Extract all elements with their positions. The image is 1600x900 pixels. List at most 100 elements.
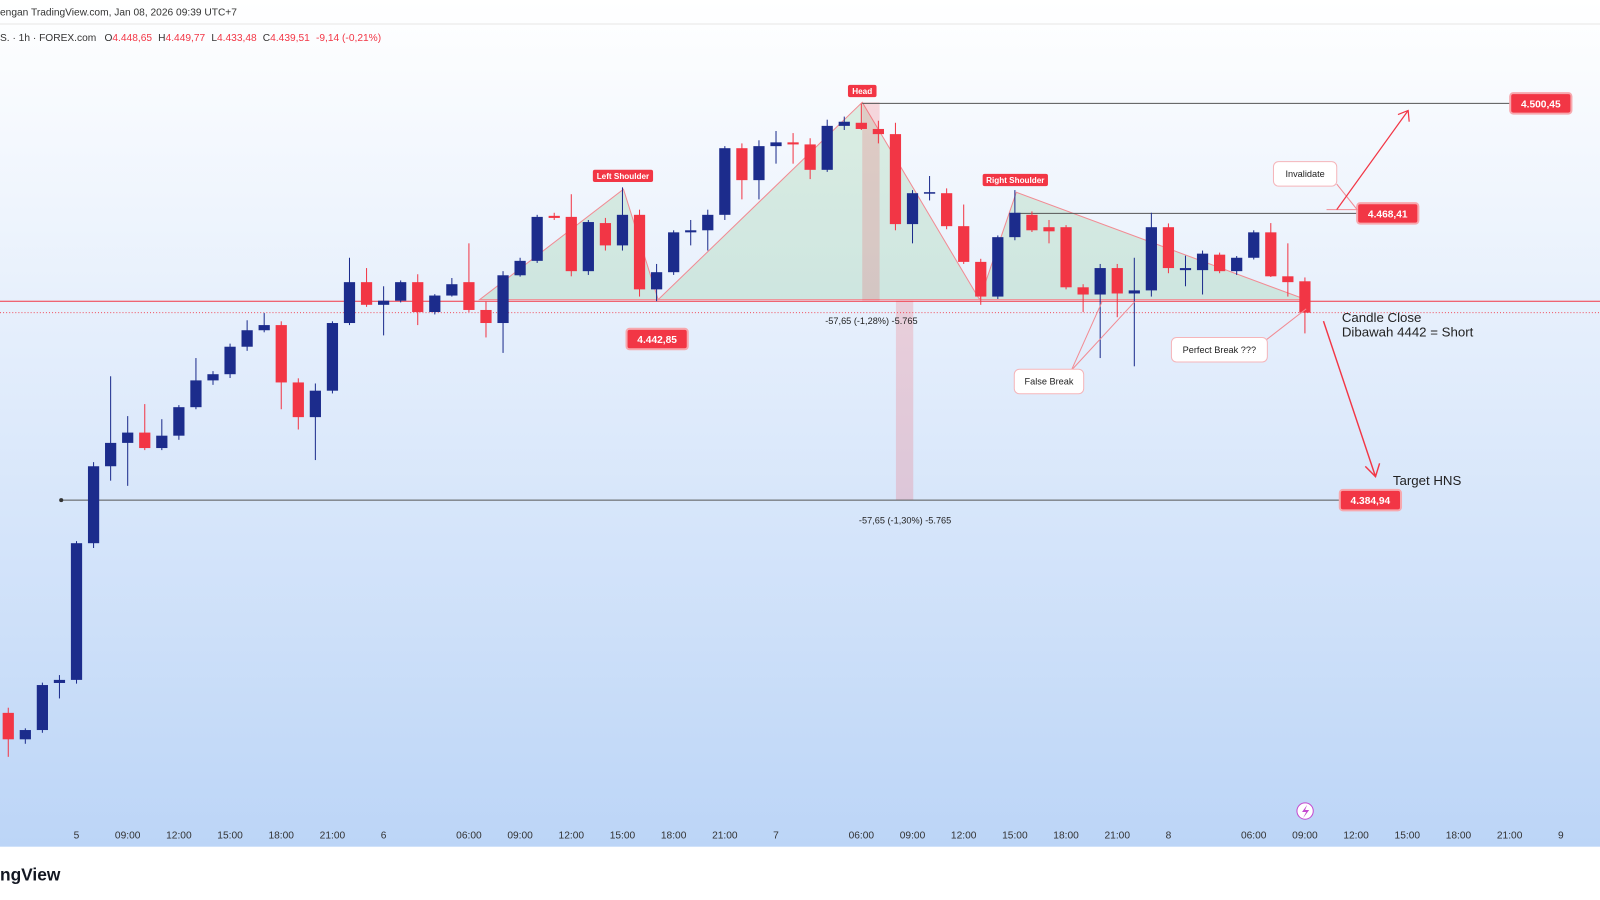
invalidate-label: Invalidate <box>1285 169 1324 179</box>
x-tick-label: 5 <box>74 831 80 842</box>
brand: ngView <box>0 865 61 885</box>
change: -9,14 (-0,21%) <box>316 33 381 44</box>
measure-label: -57,65 (-1,28%) -5.765 <box>825 316 917 326</box>
candle-body <box>53 679 66 683</box>
x-tick-label: 06:00 <box>1241 831 1267 842</box>
candle-body <box>855 122 867 129</box>
x-tick-label: 06:00 <box>849 831 875 842</box>
alert-icon-bolt <box>1302 804 1310 819</box>
candle-body <box>650 272 663 290</box>
right-shoulder-label: Right Shoulder <box>986 176 1045 185</box>
candle-body <box>412 282 424 313</box>
x-tick-label: 9 <box>1558 831 1564 842</box>
candle-body <box>1077 287 1089 295</box>
candle-body <box>616 214 629 246</box>
x-tick-label: 09:00 <box>900 831 926 842</box>
candle-body <box>923 192 936 194</box>
candle-body <box>1162 227 1175 269</box>
candle-body <box>941 193 953 227</box>
ohlc-label: C <box>263 33 270 44</box>
candle-body <box>480 309 492 324</box>
candle-body <box>719 148 731 215</box>
price-tag-label: 4.500,45 <box>1521 99 1561 110</box>
candle-body <box>1128 290 1140 294</box>
candle-body <box>190 380 202 408</box>
candle-body <box>548 215 560 218</box>
candle-body <box>463 282 475 310</box>
tag-box <box>592 169 654 183</box>
x-tick-label: 12:00 <box>951 831 977 842</box>
candle-body <box>326 323 339 391</box>
candle-body <box>531 216 543 261</box>
callout-box <box>1013 368 1085 395</box>
candle-body <box>685 230 697 233</box>
price-tag-label: 4.442,85 <box>637 335 677 346</box>
measure-band <box>862 102 880 301</box>
x-tick-label: 15:00 <box>1002 831 1028 842</box>
price-tag-label: 4.384,94 <box>1351 496 1391 507</box>
candle-body <box>1231 257 1243 272</box>
candle-body <box>497 275 509 324</box>
candle-body <box>156 435 168 449</box>
candle-body <box>906 193 919 225</box>
x-axis: 5 09:00 12:00 15:00 18:00 21:00 6 06:00 09:00 12:… <box>74 831 1564 842</box>
candle-body <box>275 325 287 383</box>
perfect-break-label: Perfect Break ??? <box>1183 345 1256 355</box>
candle-body <box>36 685 48 731</box>
x-tick-label: 8 <box>1166 831 1172 842</box>
ohlc-value: 4.449,77 <box>166 33 206 44</box>
callout-box <box>1170 336 1268 363</box>
candle-body <box>1265 232 1277 277</box>
candle-body <box>975 261 987 297</box>
x-tick-label: 09:00 <box>1292 831 1318 842</box>
candle-body <box>804 144 816 170</box>
candle-body <box>395 282 407 301</box>
arrow <box>1336 110 1409 211</box>
candles <box>0 103 1600 757</box>
x-tick-label: 15:00 <box>1395 831 1421 842</box>
level-anchor <box>59 498 64 503</box>
candle-body <box>1299 281 1311 313</box>
candle-body <box>565 216 577 272</box>
candle-body <box>1094 268 1106 295</box>
measure-label: -57,65 (-1,30%) -5.765 <box>859 516 951 526</box>
left-shoulder-label: Left Shoulder <box>597 172 650 181</box>
candle-body <box>599 223 612 246</box>
x-tick-label: 6 <box>381 831 387 842</box>
callout-line <box>1264 308 1307 341</box>
candle-body <box>958 226 970 262</box>
price-tag-label: 4.468,41 <box>1368 210 1408 221</box>
plot-background <box>0 0 1600 847</box>
false-break-label: False Break <box>1024 377 1073 387</box>
annotations: Left Shoulder Head Right Shoulder -57,65… <box>592 84 1474 820</box>
x-tick-label: 21:00 <box>712 831 738 842</box>
x-tick-label: 7 <box>773 831 779 842</box>
candle-body <box>2 712 14 740</box>
tag-box <box>847 84 877 98</box>
candle-body <box>1179 268 1192 271</box>
candle-body <box>736 148 748 181</box>
x-tick-label: 18:00 <box>1053 831 1079 842</box>
candle-body <box>1248 232 1260 258</box>
candle-body <box>1214 254 1226 272</box>
candle-body <box>1060 227 1072 288</box>
candle-body <box>889 134 902 225</box>
x-tick-label: 06:00 <box>456 831 482 842</box>
candle-body <box>633 214 646 290</box>
candle-body <box>582 222 594 272</box>
candle-body <box>1111 268 1123 294</box>
x-tick-label: 21:00 <box>1104 831 1130 842</box>
ohlc-value: 4.439,51 <box>270 33 310 44</box>
price-tag <box>1509 92 1573 115</box>
x-tick-label: 12:00 <box>1343 831 1369 842</box>
callout-line <box>1070 301 1103 371</box>
candle-body <box>173 407 185 436</box>
candle-body <box>343 282 356 324</box>
ohlc-label: L <box>211 33 217 44</box>
candle-body <box>309 390 321 418</box>
candle-body <box>19 730 31 740</box>
candle-body <box>1026 214 1038 231</box>
candle-body <box>1196 253 1209 271</box>
candle-body <box>514 260 526 276</box>
x-tick-label: 21:00 <box>1497 831 1523 842</box>
